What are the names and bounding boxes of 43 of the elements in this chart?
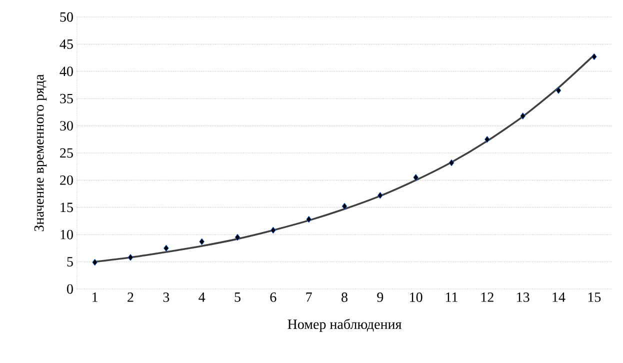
- y-tick-label: 50: [60, 12, 73, 22]
- point: [484, 136, 490, 143]
- x-tick-label: 7: [306, 292, 312, 302]
- point: [270, 226, 276, 234]
- x-tick-label: 8: [342, 292, 348, 302]
- y-tick-label: 10: [60, 230, 73, 240]
- y-tick-label: 35: [60, 94, 73, 104]
- x-axis-title: Номер наблюдения: [288, 318, 402, 332]
- point: [306, 216, 312, 223]
- point: [592, 53, 597, 60]
- x-tick-label: 9: [377, 292, 384, 302]
- x-tick-label: 10: [410, 292, 422, 302]
- x-tick-label: 13: [517, 292, 530, 302]
- y-tick-label: 20: [60, 175, 73, 185]
- point: [199, 238, 204, 246]
- x-tick-label: 12: [481, 292, 494, 302]
- x-tick-label: 3: [163, 292, 170, 302]
- point: [448, 159, 454, 166]
- point: [234, 234, 240, 241]
- y-tick-label: 40: [60, 66, 73, 76]
- x-tick-label: 2: [128, 292, 134, 302]
- x-tick-label: 14: [552, 292, 566, 302]
- y-axis-title: Значение временного ряда: [34, 74, 47, 232]
- x-tick-label: 6: [270, 292, 276, 302]
- y-tick-label: 25: [60, 148, 73, 158]
- y-tick-label: 5: [67, 257, 73, 266]
- point: [92, 258, 98, 266]
- y-tick-label: 15: [60, 202, 73, 212]
- point: [164, 244, 169, 252]
- point: [342, 202, 348, 210]
- point: [413, 174, 418, 181]
- point: [520, 112, 526, 120]
- x-tick-label: 4: [198, 292, 206, 302]
- y-tick-label: 45: [60, 40, 73, 49]
- point: [378, 192, 383, 199]
- y-tick-label: 30: [60, 121, 73, 131]
- y-tick-label: 0: [67, 284, 73, 294]
- point: [556, 86, 562, 94]
- point: [128, 254, 134, 261]
- x-tick-label: 11: [446, 292, 458, 302]
- x-tick-label: 15: [588, 292, 601, 302]
- x-tick-label: 5: [234, 292, 240, 302]
- x-tick-label: 1: [92, 292, 98, 302]
